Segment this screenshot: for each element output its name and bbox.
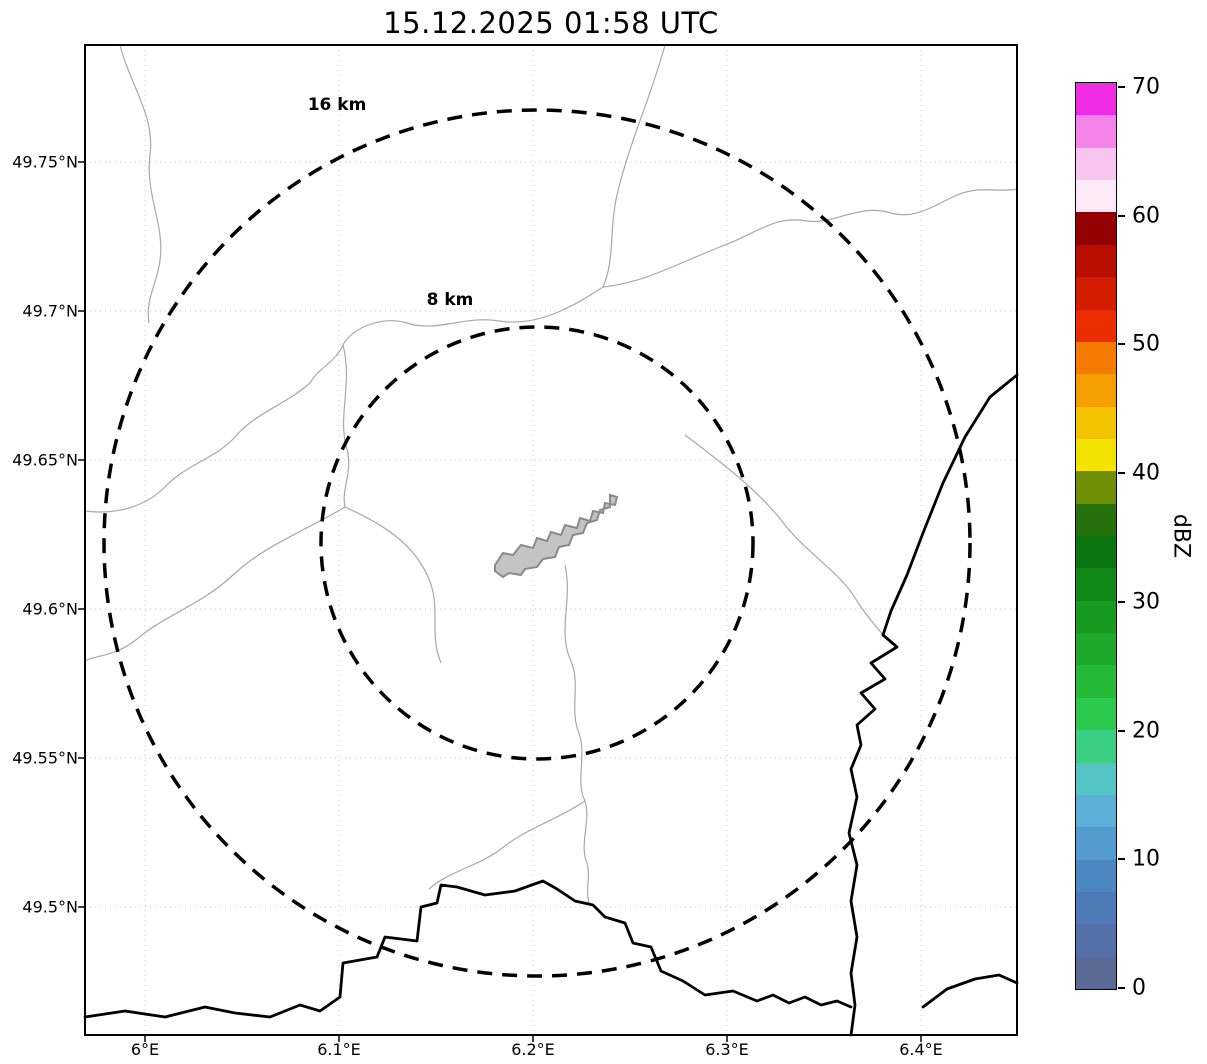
colorbar-segment [1076,180,1116,213]
lon-tick-label: 6.1°E [317,1040,361,1059]
lon-tick-label: 6°E [130,1040,160,1059]
colorbar-segment [1076,244,1116,278]
southern-border [83,879,853,1019]
colorbar-tick-label: 70 [1132,74,1160,100]
colorbar-tick [1118,215,1125,217]
southeast-border-segment [921,973,1019,1009]
plot-title: 15.12.2025 01:58 UTC [383,6,719,40]
colorbar-gradient [1075,82,1117,990]
colorbar-tick-label: 10 [1132,846,1160,872]
minor-boundary [684,434,884,636]
colorbar-segment [1076,891,1116,925]
colorbar-tick-label: 0 [1132,975,1146,1001]
colorbar-tick [1118,472,1125,474]
colorbar-tick [1118,343,1125,345]
range-ring-8km [319,325,755,761]
colorbar-segment [1076,956,1116,990]
colorbar-segment [1076,730,1116,763]
colorbar-segment [1076,212,1116,245]
colorbar-tick [1118,86,1125,88]
colorbar-tick-label: 30 [1132,589,1160,615]
colorbar-tick-label: 60 [1132,203,1160,229]
range-ring-label-8km: 8 km [427,290,474,310]
major-boundary-lines [83,373,1019,1037]
colorbar-tick [1118,987,1125,989]
lat-tick-label: 49.65°N [12,450,78,470]
colorbar-tick [1118,730,1125,732]
colorbar-segment [1076,536,1116,569]
range-ring-label-16km: 16 km [308,95,367,115]
lat-tick-label: 49.55°N [12,748,78,768]
minor-boundary [602,44,666,288]
minor-boundary [309,286,604,384]
colorbar-segment [1076,341,1116,375]
colorbar-segment [1076,697,1116,731]
minor-boundary-lines [84,44,1018,904]
map-frame [84,44,1018,1036]
lon-tick-label: 6.2°E [511,1040,555,1059]
lat-tick-label: 49.7°N [22,301,78,321]
colorbar-segment [1076,665,1116,698]
colorbar-segment [1076,633,1116,666]
colorbar-segment [1076,438,1116,472]
colorbar-segment [1076,374,1116,407]
minor-boundary [342,344,350,508]
colorbar-segment [1076,309,1116,342]
colorbar-tick-label: 40 [1132,460,1160,486]
colorbar-segment [1076,924,1116,957]
colorbar-segment [1076,794,1116,828]
colorbar-segment [1076,859,1116,892]
minor-boundary [344,506,442,664]
minor-boundary [119,44,162,324]
lon-tick-label: 6.4°E [899,1040,943,1059]
minor-boundary [602,188,1018,288]
colorbar-segment [1076,406,1116,439]
lon-tick-label: 6.3°E [705,1040,749,1059]
colorbar-segment [1076,83,1116,116]
colorbar-axis-label: dBZ [1168,513,1194,559]
colorbar-tick [1118,858,1125,860]
lat-tick-label: 49.6°N [22,599,78,619]
minor-boundary [84,382,311,513]
colorbar-segment [1076,471,1116,504]
colorbar-segment [1076,277,1116,310]
landmark-footprint [494,493,619,579]
colorbar-segment [1076,762,1116,795]
colorbar-tick-label: 20 [1132,718,1160,744]
lat-tick-label: 49.5°N [22,897,78,917]
range-rings [102,108,972,978]
colorbar-segment [1076,115,1116,148]
minor-boundary [564,564,590,904]
colorbar-segment [1076,827,1116,860]
minor-boundary [84,506,346,662]
minor-boundary [428,800,586,890]
lat-tick-label: 49.75°N [12,152,78,172]
colorbar-tick-label: 50 [1132,331,1160,357]
colorbar-segment [1076,600,1116,634]
axis-tick-marks [78,161,922,1042]
range-ring-16km [102,108,972,978]
colorbar-segment [1076,503,1116,537]
eastern-river-border [847,373,1019,1037]
colorbar-segment [1076,568,1116,601]
colorbar-segment [1076,147,1116,181]
colorbar-tick [1118,601,1125,603]
radar-map: 16 km 8 km [78,44,1019,1042]
